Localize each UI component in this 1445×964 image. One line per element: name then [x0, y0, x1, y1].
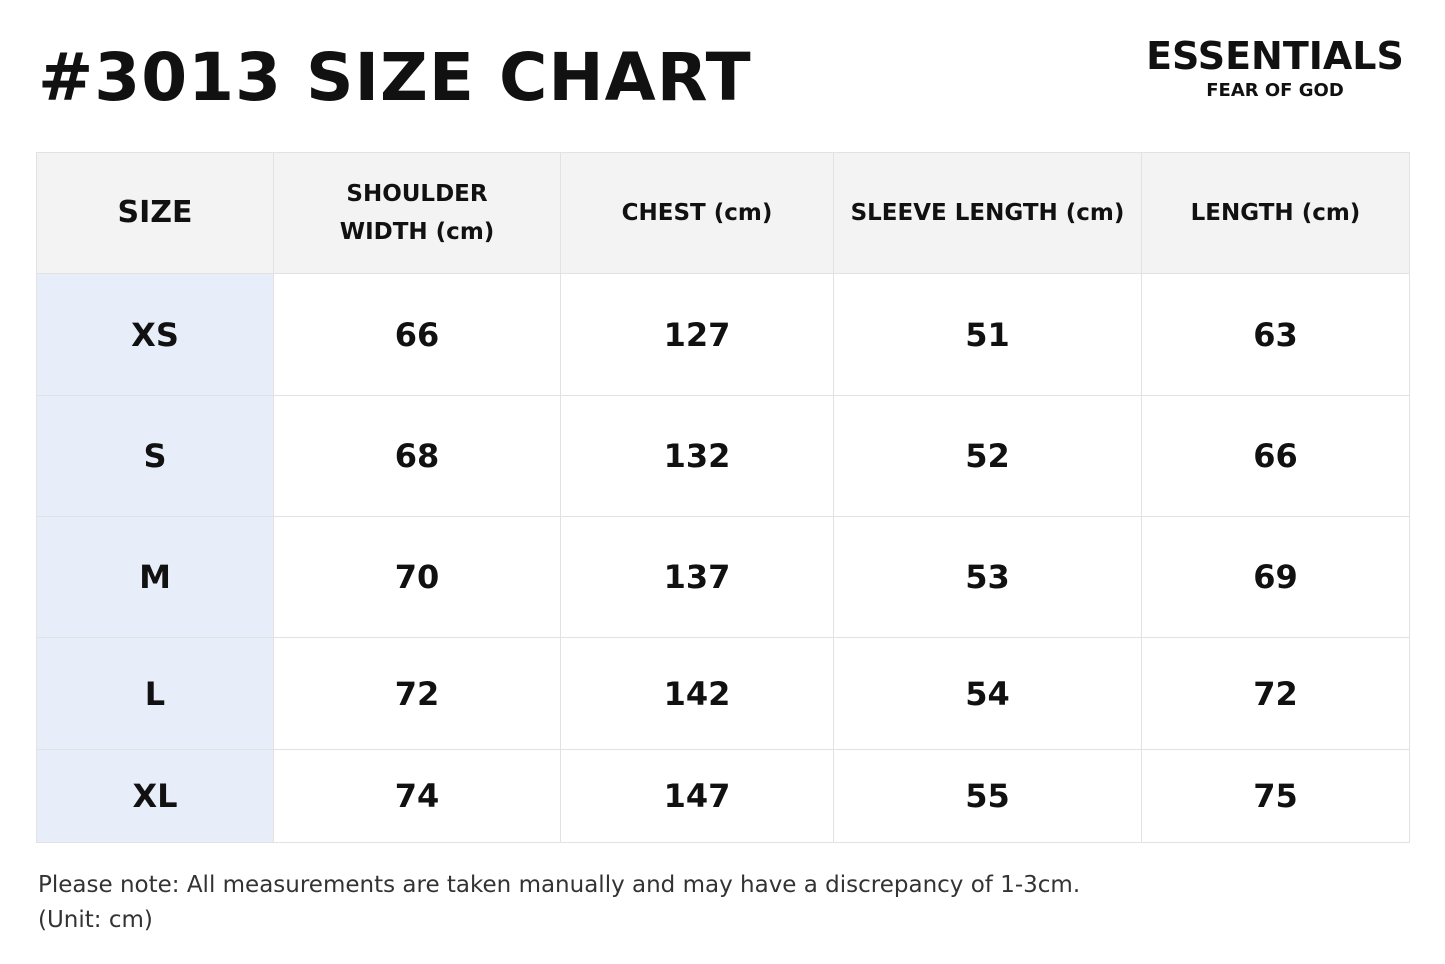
- table-row: XL 74 147 55 75: [36, 749, 1410, 843]
- measure-cell: 54: [833, 637, 1142, 750]
- measure-cell: 66: [1141, 395, 1410, 517]
- measure-cell: 52: [833, 395, 1142, 517]
- measure-cell: 127: [560, 273, 834, 396]
- measure-cell: 69: [1141, 516, 1410, 638]
- size-cell: XS: [36, 273, 274, 396]
- size-cell: M: [36, 516, 274, 638]
- brand: ESSENTIALS: [1146, 34, 1404, 78]
- column-header: LENGTH (cm): [1141, 152, 1410, 274]
- size-table: SIZE SHOULDER WIDTH (cm) CHEST (cm) SLEEVE …: [36, 152, 1410, 843]
- measure-cell: 53: [833, 516, 1142, 638]
- table-row: M 70 137 53 69: [36, 516, 1410, 638]
- table-body: XS 66 127 51 63 S 68 132 52 66 M 70 137 53 69 L 72 142 54 7…: [36, 273, 1410, 843]
- measure-cell: 132: [560, 395, 834, 517]
- measure-cell: 70: [273, 516, 561, 638]
- measure-cell: 74: [273, 749, 561, 843]
- size-cell: L: [36, 637, 274, 750]
- note-line: Please note: All measurements are taken …: [38, 872, 1081, 898]
- measure-cell: 147: [560, 749, 834, 843]
- table-row: L 72 142 54 72: [36, 637, 1410, 750]
- column-header-text: LENGTH (cm): [1190, 200, 1361, 226]
- measure-cell: 55: [833, 749, 1142, 843]
- measure-cell: 51: [833, 273, 1142, 396]
- subbrand: FEAR OF GOD: [1206, 80, 1344, 101]
- measure-cell: 66: [273, 273, 561, 396]
- column-header-text: CHEST (cm): [621, 200, 773, 226]
- measure-cell: 142: [560, 637, 834, 750]
- column-header-text: SIZE: [117, 195, 193, 230]
- column-header: SIZE: [36, 152, 274, 274]
- column-header-text: SHOULDER WIDTH (cm): [339, 181, 495, 245]
- column-header: SLEEVE LENGTH (cm): [833, 152, 1142, 274]
- measure-cell: 137: [560, 516, 834, 638]
- note-line: (Unit: cm): [38, 907, 153, 933]
- size-cell: S: [36, 395, 274, 517]
- measure-cell: 63: [1141, 273, 1410, 396]
- title: #3013 SIZE CHART: [38, 39, 752, 116]
- header-row: SIZE SHOULDER WIDTH (cm) CHEST (cm) SLEEVE …: [36, 152, 1410, 274]
- measure-cell: 68: [273, 395, 561, 517]
- size-cell: XL: [36, 749, 274, 843]
- table-row: S 68 132 52 66: [36, 395, 1410, 517]
- column-header: CHEST (cm): [560, 152, 834, 274]
- column-header: SHOULDER WIDTH (cm): [273, 152, 561, 274]
- notes: Please note: All measurements are taken …: [38, 868, 1080, 938]
- measure-cell: 72: [273, 637, 561, 750]
- measure-cell: 75: [1141, 749, 1410, 843]
- measure-cell: 72: [1141, 637, 1410, 750]
- table-row: XS 66 127 51 63: [36, 273, 1410, 396]
- column-header-text: SLEEVE LENGTH (cm): [850, 200, 1125, 226]
- brand-logo: ESSENTIALS FEAR OF GOD: [1140, 34, 1410, 104]
